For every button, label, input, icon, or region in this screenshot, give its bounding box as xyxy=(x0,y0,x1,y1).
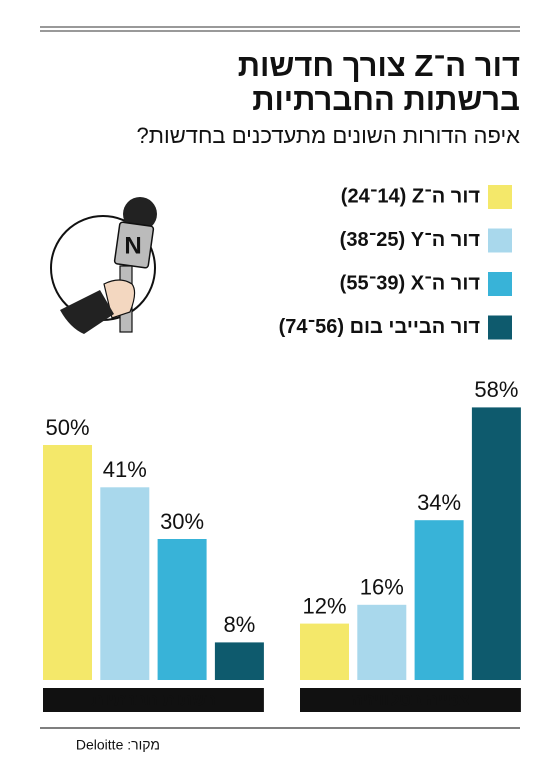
bar xyxy=(100,487,150,680)
bar xyxy=(157,539,207,680)
category-band xyxy=(300,688,521,712)
bar xyxy=(43,445,92,680)
legend-swatch xyxy=(488,272,512,296)
legend-swatch xyxy=(488,228,512,253)
microphone-icon: N xyxy=(50,197,157,334)
value-label: 12% xyxy=(302,593,346,618)
value-label: 50% xyxy=(45,415,89,440)
value-label: 41% xyxy=(103,457,147,482)
source: מקור: Deloitte xyxy=(76,737,160,753)
bar xyxy=(300,623,349,680)
legend-swatch xyxy=(488,315,512,340)
x-tick-label: רשתות חברתיות xyxy=(91,690,215,709)
bar xyxy=(471,407,521,680)
chart-title: ברשתות החברתיות xyxy=(252,82,520,117)
legend-label: דור ה־Y (25־38) xyxy=(340,229,481,251)
value-label: 34% xyxy=(417,490,461,515)
bar xyxy=(214,642,264,680)
value-label: 58% xyxy=(474,377,518,402)
chart-title: דור ה־Z צורך חדשות xyxy=(238,48,520,83)
category-band xyxy=(43,688,264,712)
chart-subtitle: איפה הדורות השונים מתעדכנים בחדשות? xyxy=(137,123,521,148)
legend-label: דור ה־Z (14־24) xyxy=(341,185,481,207)
value-label: 16% xyxy=(360,575,404,600)
legend-label: דור הבייבי בום (56־74) xyxy=(279,316,481,338)
mic-logo: N xyxy=(124,232,141,259)
value-label: 8% xyxy=(224,612,256,637)
legend-swatch xyxy=(488,185,512,209)
bar xyxy=(357,604,407,680)
bar xyxy=(414,520,464,680)
x-tick-label: צפייה בטלוויזיה xyxy=(352,690,470,709)
legend-label: דור ה־X (39־55) xyxy=(340,272,481,294)
value-label: 30% xyxy=(160,509,204,534)
